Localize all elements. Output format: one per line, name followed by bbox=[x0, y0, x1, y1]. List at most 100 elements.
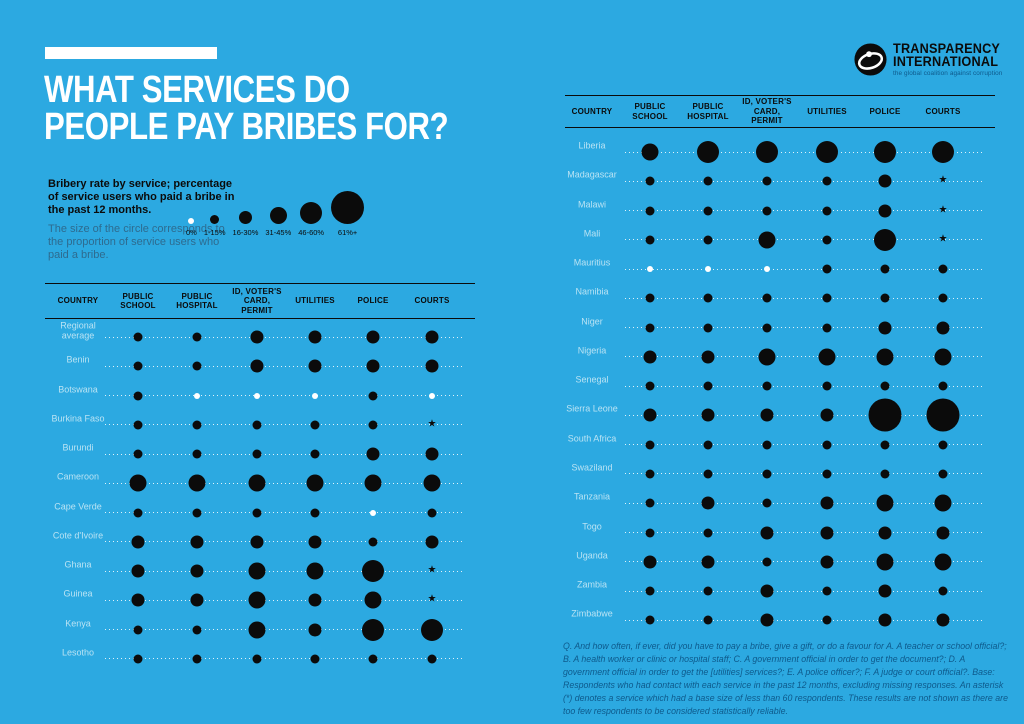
bribery-rate-dot bbox=[645, 528, 655, 537]
logo-tagline: the global coalition against corruption bbox=[893, 70, 1003, 77]
bribery-rate-dot bbox=[936, 613, 950, 627]
column-header: ID, VOTER'S CARD, PERMIT bbox=[742, 97, 792, 126]
column-header: COUNTRY bbox=[57, 296, 99, 306]
legend-circle-icon bbox=[269, 207, 287, 224]
bribery-rate-dot bbox=[703, 381, 713, 391]
bribery-rate-dot bbox=[938, 381, 948, 391]
bribery-rate-dot bbox=[938, 264, 948, 274]
country-label: Mauritius bbox=[573, 257, 611, 268]
country-label: Zambia bbox=[576, 579, 607, 590]
bribery-rate-dot bbox=[192, 332, 202, 342]
bribery-rate-dot bbox=[703, 293, 713, 303]
bribery-rate-dot bbox=[762, 469, 772, 479]
bribery-rate-dot bbox=[820, 496, 834, 510]
bribery-rate-dot bbox=[822, 206, 832, 216]
bribery-rate-dot bbox=[701, 408, 715, 422]
column-header: COURTS bbox=[414, 296, 450, 306]
bribery-rate-dot bbox=[762, 323, 772, 333]
country-label: Botswana bbox=[58, 383, 98, 394]
column-header: PUBLIC SCHOOL bbox=[632, 102, 668, 121]
bribery-rate-dot bbox=[427, 654, 437, 664]
bribery-rate-dot bbox=[703, 528, 713, 537]
bribery-rate-dot bbox=[820, 555, 834, 569]
dotted-leader-line bbox=[625, 297, 985, 299]
bribery-rate-dot bbox=[822, 235, 832, 245]
column-header: POLICE bbox=[869, 106, 901, 116]
column-header: PUBLIC HOSPITAL bbox=[176, 291, 218, 311]
bribery-rate-dot bbox=[192, 420, 202, 430]
dotted-leader-line bbox=[625, 502, 985, 504]
bribery-rate-dot bbox=[822, 469, 832, 479]
bribery-rate-dot bbox=[133, 391, 143, 401]
bribery-rate-dot bbox=[368, 537, 378, 547]
page-title-line1: WHAT SERVICES DO bbox=[44, 69, 350, 111]
bribery-rate-dot bbox=[641, 143, 659, 161]
asterisk-marker: ★ bbox=[938, 174, 948, 186]
bribery-rate-dot bbox=[248, 621, 266, 639]
column-header: PUBLIC HOSPITAL bbox=[687, 102, 729, 121]
legend-circle-icon bbox=[238, 211, 252, 224]
bribery-rate-dot bbox=[938, 469, 948, 479]
dotted-leader-line bbox=[105, 365, 465, 367]
country-label: Togo bbox=[582, 520, 602, 531]
bribery-rate-dot bbox=[818, 348, 836, 366]
bribery-rate-dot bbox=[133, 449, 143, 459]
bribery-rate-dot bbox=[820, 408, 834, 422]
bribery-rate-dot bbox=[880, 381, 890, 391]
bribery-rate-dot bbox=[938, 440, 948, 450]
country-label: Mali bbox=[583, 228, 601, 239]
bribery-rate-dot bbox=[760, 613, 774, 627]
bribery-rate-dot bbox=[758, 231, 776, 249]
bribery-rate-dot bbox=[703, 615, 713, 625]
bribery-rate-dot bbox=[760, 526, 774, 539]
dotted-leader-line bbox=[105, 541, 465, 543]
zero-bribery-dot bbox=[312, 392, 318, 399]
country-label: Ghana bbox=[64, 559, 92, 570]
zero-bribery-dot bbox=[647, 266, 653, 273]
zero-bribery-dot bbox=[194, 392, 200, 399]
country-label: Nigeria bbox=[577, 345, 607, 356]
legend-intro: Bribery rate by service; percentage of s… bbox=[48, 178, 240, 262]
dotted-leader-line bbox=[625, 444, 985, 446]
dotted-leader-line bbox=[625, 151, 985, 153]
bribery-rate-dot bbox=[880, 264, 890, 274]
bribery-rate-dot bbox=[425, 359, 439, 373]
dotted-leader-line bbox=[105, 570, 465, 572]
bribery-rate-dot bbox=[425, 330, 439, 344]
dotted-leader-line bbox=[625, 414, 985, 416]
bribery-rate-dot bbox=[878, 613, 892, 627]
legend-bucket-label: 61%+ bbox=[337, 228, 358, 237]
column-header: COUNTRY bbox=[571, 106, 613, 116]
bribery-rate-dot bbox=[310, 420, 320, 430]
dotted-leader-line bbox=[625, 239, 985, 241]
bribery-rate-dot bbox=[876, 348, 894, 366]
zero-bribery-dot bbox=[429, 392, 435, 399]
dotted-leader-line bbox=[105, 336, 465, 338]
dotted-leader-line bbox=[105, 482, 465, 484]
bribery-rate-dot bbox=[425, 535, 439, 549]
legend-circle-icon bbox=[210, 215, 220, 224]
bribery-rate-dot bbox=[762, 557, 772, 567]
country-label: Benin bbox=[66, 354, 90, 365]
column-header: UTILITIES bbox=[295, 296, 335, 306]
bribery-rate-dot bbox=[248, 474, 266, 492]
bribery-rate-dot bbox=[703, 176, 713, 186]
legend-bucket: 46-60% bbox=[298, 202, 324, 237]
country-label: Kenya bbox=[65, 617, 91, 628]
bribery-rate-dot bbox=[878, 526, 892, 539]
bribery-rate-dot bbox=[131, 535, 145, 549]
bribery-rate-dot bbox=[423, 474, 441, 492]
legend-circle-icon bbox=[188, 218, 195, 224]
bribery-rate-dot bbox=[760, 408, 774, 422]
bribery-rate-dot bbox=[876, 553, 894, 571]
dotted-leader-line bbox=[625, 561, 985, 563]
bribery-rate-dot bbox=[703, 323, 713, 333]
bribery-rate-dot bbox=[822, 615, 832, 625]
bribery-rate-dot bbox=[645, 206, 655, 216]
dotted-leader-line bbox=[105, 424, 465, 426]
bribery-rate-dot bbox=[880, 293, 890, 303]
dotted-leader-line bbox=[105, 395, 465, 397]
bribery-rate-dot bbox=[938, 586, 948, 596]
bribery-rate-dot bbox=[756, 141, 778, 163]
bribery-rate-dot bbox=[701, 555, 715, 569]
